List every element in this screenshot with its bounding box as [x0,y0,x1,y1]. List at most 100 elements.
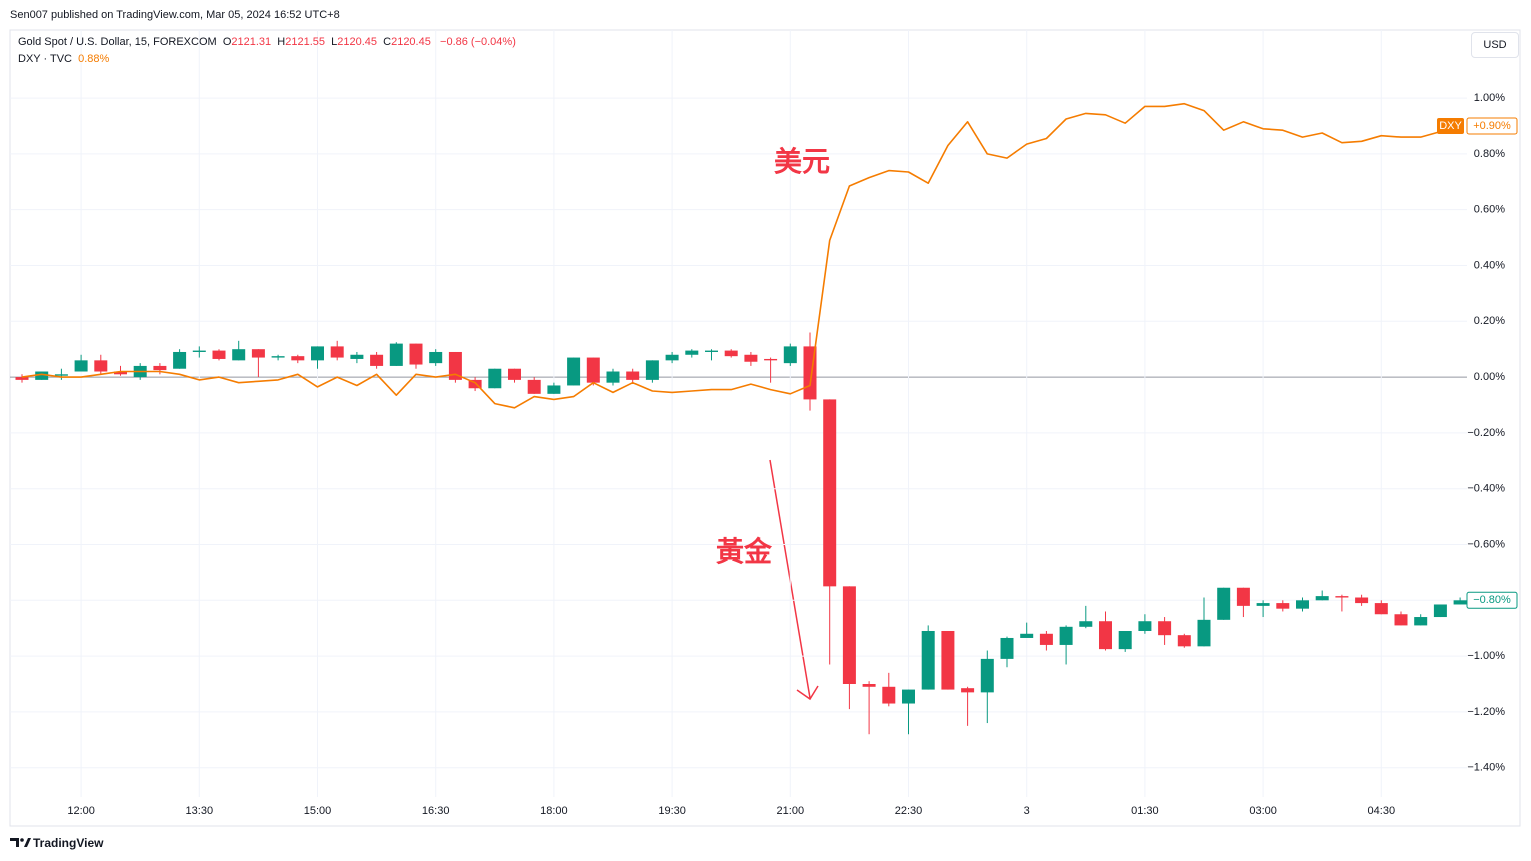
candle-body [94,360,108,372]
x-tick-label: 01:30 [1131,805,1159,817]
candle-body [547,385,561,394]
candle-body [980,658,994,693]
candle-body [35,371,49,380]
candle-body [527,379,541,394]
candle-body [370,354,384,366]
y-tick-label: −0.60% [1467,538,1505,550]
x-tick-label: 22:30 [895,805,923,817]
candle-body [1099,621,1112,650]
candle-body [54,374,68,376]
candle-body [330,346,344,358]
dxy-line [21,102,1461,409]
candle-body [468,379,482,389]
x-tick-label: 04:30 [1368,805,1396,817]
candle-body [15,377,29,380]
candle-body [842,586,856,685]
candle-body [232,349,246,361]
candle-body [212,350,226,359]
y-tick-label: −0.40% [1467,483,1505,495]
x-tick-label: 18:00 [540,805,568,817]
candle-body [1256,603,1270,606]
y-tick-label: 0.80% [1474,148,1505,160]
candle-body [508,368,521,380]
x-tick-label: 13:30 [186,805,214,817]
candle-body [626,371,640,380]
candle-body [1453,600,1467,605]
y-tick-label: −1.00% [1467,650,1505,662]
candle-body [271,356,285,358]
candle-body [1276,603,1290,609]
ohlc-label: H [277,36,286,48]
chart-frame [9,29,1521,827]
y-tick-label: −1.20% [1467,706,1505,718]
annotation: 美元 [774,145,831,178]
x-tick-label: 12:00 [67,805,95,817]
dxy-value: 0.88% [78,53,110,65]
candle-body [1079,621,1093,627]
ohlc-value: 2120.45 [391,36,431,48]
change: −0.86 (−0.04%) [440,36,516,48]
candle-body [1433,604,1447,618]
candle-body [705,350,718,352]
series-name: Gold Spot / U.S. Dollar, 15, FOREXCOM [18,36,217,48]
ohlc-label: O [222,36,232,48]
candle-body [1355,597,1369,604]
tag-box [1437,117,1464,134]
x-tick-label: 3 [1024,805,1030,817]
y-tick-label: −0.20% [1467,427,1505,439]
candle-body [74,360,88,372]
candle-body [1118,630,1132,650]
candle-body [173,351,187,369]
candle-body [1000,637,1014,659]
candle-body [1414,617,1428,626]
candle-body [251,349,265,358]
series-tag: DXY [1439,120,1462,132]
candle-body [1020,633,1034,638]
y-tick-label: 0.40% [1474,259,1505,271]
grid [10,30,1467,797]
price-box [1466,117,1518,135]
candle-body [350,354,364,359]
published-by: Sen007 published on TradingView.com, Mar… [10,9,340,21]
candle-body [902,689,915,704]
candle-body [823,399,837,587]
candle-body [882,686,896,704]
ohlc-label: C [383,36,392,48]
price-box [1466,591,1518,609]
candle-body [429,351,443,364]
annotation: 黃金 [716,535,773,568]
candle-body [645,360,659,380]
ohlc-value: 2121.55 [285,36,325,48]
x-tick-label: 16:30 [422,805,450,817]
y-tick-label: 0.60% [1474,204,1505,216]
tradingview-logo [10,838,31,847]
candle-body [1197,619,1211,647]
candle-body [862,684,876,687]
y-tick-label: 0.20% [1474,315,1505,327]
legend-dxy: DXY · TVC 0.88% [18,53,109,65]
candle-body [1315,596,1329,601]
candle-body [1177,635,1191,647]
x-tick-label: 15:00 [304,805,332,817]
footer-brand: TradingView [33,836,104,850]
candle-body [1059,626,1073,645]
candle-body [1394,614,1408,626]
candle-body [448,351,462,380]
ohlc-value: 2121.31 [231,36,272,48]
candle-body [291,356,305,361]
candle-body [764,358,778,361]
candle-body [311,346,324,361]
x-tick-label: 21:00 [777,805,805,817]
candle-body [961,688,975,693]
candle-body [567,357,581,386]
x-tick-label: 19:30 [658,805,686,817]
candle-body [921,630,935,690]
currency-button[interactable]: USD [1471,32,1519,58]
series-name: DXY · TVC [18,53,72,65]
price-label: +0.90% [1473,120,1511,132]
candle-body [1335,596,1349,598]
candle-body [114,371,127,375]
candle-body [941,630,955,690]
ohlc-label: L [331,36,338,48]
